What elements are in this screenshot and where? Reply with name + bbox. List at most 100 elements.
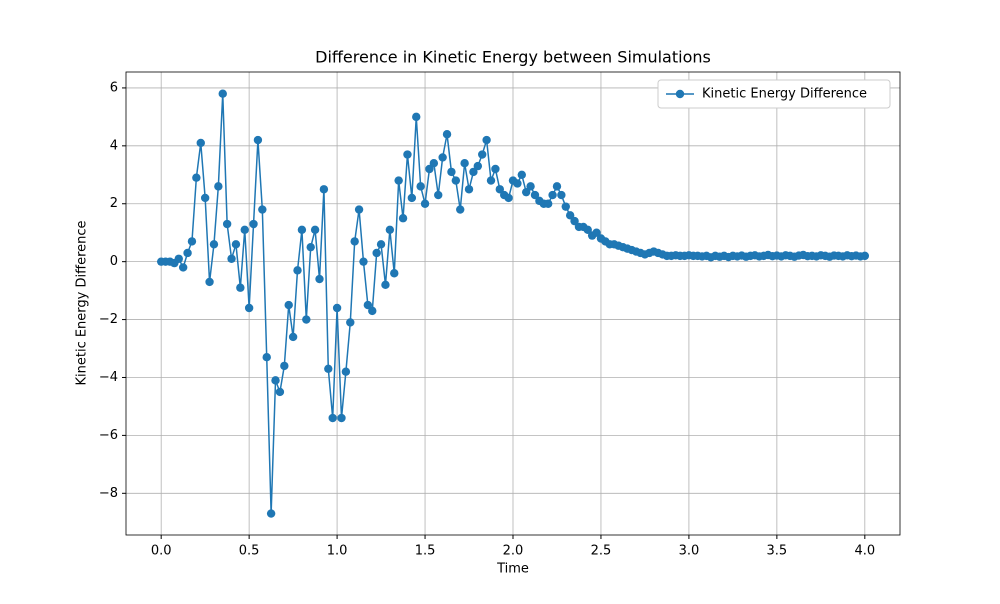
marker	[517, 170, 526, 179]
marker	[570, 216, 579, 226]
marker	[376, 240, 386, 249]
marker	[275, 387, 285, 397]
marker	[495, 185, 505, 194]
marker	[860, 251, 870, 261]
marker	[521, 187, 531, 197]
marker	[297, 225, 307, 235]
marker	[174, 254, 183, 263]
marker	[565, 211, 575, 220]
marker	[178, 263, 188, 272]
marker	[583, 225, 592, 235]
marker	[253, 135, 263, 145]
marker	[214, 182, 223, 191]
marker	[398, 214, 408, 223]
y-tick-label: 4	[110, 138, 118, 153]
marker	[359, 257, 368, 266]
marker	[561, 202, 570, 211]
marker	[240, 225, 249, 235]
legend-label: Kinetic Energy Difference	[702, 87, 867, 102]
marker	[310, 225, 320, 235]
marker	[271, 376, 280, 385]
marker	[363, 300, 373, 310]
marker	[236, 283, 245, 292]
marker	[513, 179, 522, 188]
y-tick-label: 2	[110, 196, 118, 211]
marker	[187, 237, 197, 246]
marker	[284, 300, 293, 310]
marker	[451, 176, 461, 185]
marker	[491, 164, 500, 174]
marker	[592, 228, 601, 237]
chart-title: Difference in Kinetic Energy between Sim…	[315, 48, 711, 67]
marker	[218, 89, 227, 98]
marker	[280, 361, 289, 371]
marker	[478, 150, 487, 159]
marker	[293, 266, 302, 275]
marker	[486, 176, 496, 185]
marker	[447, 167, 456, 177]
marker	[442, 130, 452, 139]
marker	[262, 353, 271, 362]
marker	[416, 182, 425, 191]
marker	[469, 167, 478, 177]
marker	[482, 135, 491, 145]
marker	[385, 225, 395, 235]
marker	[552, 182, 562, 191]
marker	[350, 237, 359, 246]
marker	[434, 190, 443, 200]
marker	[209, 240, 219, 249]
marker	[526, 182, 535, 191]
marker	[244, 303, 254, 313]
y-tick-label: −4	[99, 370, 118, 385]
marker	[530, 190, 540, 200]
marker	[368, 306, 377, 316]
x-tick-label: 2.5	[591, 544, 612, 559]
marker	[222, 219, 232, 229]
plot-frame	[125, 71, 901, 536]
x-tick-label: 2.0	[503, 544, 524, 559]
marker	[412, 112, 421, 122]
y-axis-label: Kinetic Energy Difference	[75, 220, 90, 385]
x-tick-label: 4.0	[854, 544, 875, 559]
marker	[196, 138, 205, 148]
marker	[227, 254, 236, 263]
marker	[372, 248, 381, 258]
x-tick-label: 0.5	[239, 544, 260, 559]
marker	[456, 205, 465, 214]
marker	[390, 269, 399, 278]
marker	[548, 190, 557, 200]
x-tick-label: 3.0	[679, 544, 700, 559]
marker	[332, 303, 342, 313]
marker	[403, 150, 412, 159]
marker	[438, 153, 447, 162]
marker	[337, 413, 346, 423]
marker	[192, 173, 201, 182]
marker	[460, 159, 469, 168]
x-tick-label: 3.5	[767, 544, 788, 559]
marker	[319, 185, 329, 194]
marker	[306, 242, 315, 252]
marker	[205, 277, 214, 287]
y-tick-label: −2	[99, 312, 118, 327]
marker	[420, 199, 430, 208]
marker	[407, 193, 417, 203]
x-axis-label: Time	[496, 562, 529, 577]
legend-marker	[675, 89, 685, 99]
marker	[346, 318, 355, 327]
marker	[302, 315, 311, 324]
marker	[315, 274, 324, 284]
y-tick-label: −8	[99, 486, 118, 501]
marker	[328, 413, 337, 423]
marker	[381, 280, 390, 290]
marker	[266, 509, 276, 518]
marker	[183, 248, 192, 258]
marker	[429, 159, 439, 168]
legend-box	[657, 79, 891, 109]
marker	[200, 193, 210, 203]
marker	[354, 205, 364, 214]
x-tick-label: 0.0	[151, 544, 172, 559]
marker	[425, 164, 434, 174]
y-tick-label: 6	[110, 80, 118, 95]
marker	[341, 367, 351, 376]
